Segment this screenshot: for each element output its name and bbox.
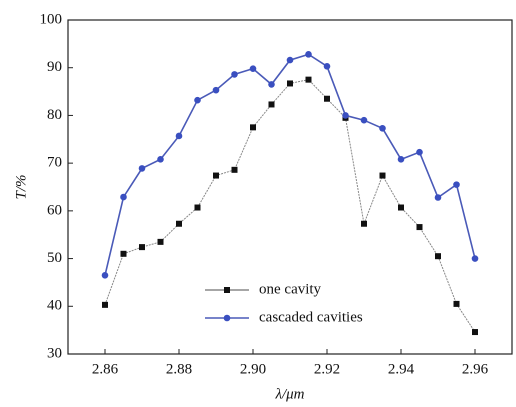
x-tick-label: 2.86 xyxy=(92,361,119,377)
x-tick-label: 2.88 xyxy=(166,361,192,377)
marker xyxy=(453,300,460,307)
x-tick-label: 2.94 xyxy=(388,361,415,377)
y-tick-label: 30 xyxy=(47,345,62,361)
marker xyxy=(268,81,275,88)
marker xyxy=(434,194,442,201)
marker xyxy=(360,116,368,124)
x-axis-label: λ/μm xyxy=(274,386,304,402)
y-tick-label: 70 xyxy=(47,155,62,171)
y-tick-label: 80 xyxy=(47,107,62,123)
marker xyxy=(213,172,219,179)
x-tick-label: 2.96 xyxy=(462,361,489,377)
y-axis-label: T/% xyxy=(13,174,29,199)
marker xyxy=(120,193,127,201)
marker xyxy=(305,76,312,83)
marker xyxy=(268,101,275,108)
y-tick-label: 40 xyxy=(47,298,62,314)
legend-label: cascaded cavities xyxy=(259,309,363,325)
marker xyxy=(249,65,257,72)
marker xyxy=(102,301,108,308)
marker xyxy=(397,156,405,163)
marker xyxy=(231,166,238,173)
marker xyxy=(250,124,256,131)
marker xyxy=(361,220,367,227)
marker xyxy=(157,156,164,163)
marker xyxy=(342,112,349,119)
marker xyxy=(175,132,183,140)
plot-frame xyxy=(67,19,513,355)
marker xyxy=(194,204,201,211)
marker xyxy=(453,181,460,188)
y-tick-label: 90 xyxy=(47,59,62,75)
marker xyxy=(194,96,201,104)
legend-label: one cavity xyxy=(259,281,322,297)
marker xyxy=(286,56,294,64)
y-tick-label: 60 xyxy=(47,202,62,218)
marker xyxy=(139,244,145,251)
marker xyxy=(212,86,220,94)
marker xyxy=(176,220,182,227)
marker xyxy=(157,238,164,245)
marker xyxy=(324,95,330,102)
marker xyxy=(416,148,423,156)
marker xyxy=(435,253,441,260)
legend-marker xyxy=(223,314,231,322)
marker xyxy=(287,80,293,87)
marker xyxy=(416,224,423,231)
marker xyxy=(398,204,404,211)
marker xyxy=(472,329,478,336)
marker xyxy=(120,250,127,257)
marker xyxy=(101,271,109,279)
marker xyxy=(471,255,479,262)
x-tick-label: 2.90 xyxy=(240,361,266,377)
marker xyxy=(379,172,386,179)
legend-marker xyxy=(224,287,230,293)
marker xyxy=(138,165,146,172)
marker xyxy=(305,51,312,58)
marker xyxy=(323,62,331,70)
y-tick-label: 50 xyxy=(47,250,62,266)
y-tick-label: 100 xyxy=(40,11,63,27)
x-tick-label: 2.92 xyxy=(314,361,340,377)
marker xyxy=(231,71,238,78)
marker xyxy=(379,125,386,132)
